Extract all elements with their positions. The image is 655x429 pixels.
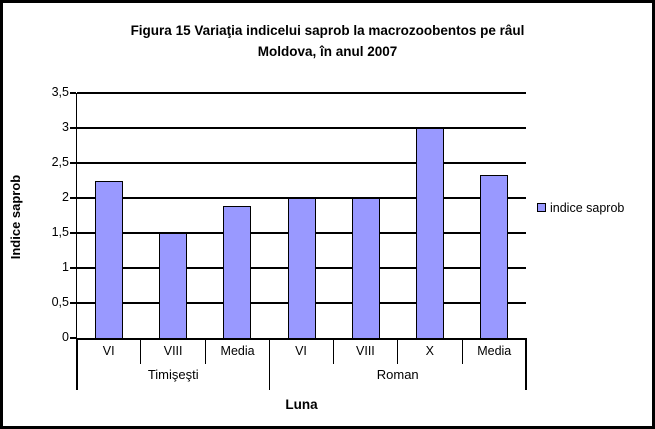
chart-title-line2: Moldova, în anul 2007 — [257, 44, 398, 59]
y-tick-label: 1 — [62, 260, 69, 274]
group-boundary-line — [525, 338, 527, 390]
y-tick-label: 3 — [62, 120, 69, 134]
y-tick-label: 2,5 — [51, 155, 69, 169]
group-label-roman: Roman — [376, 367, 419, 382]
y-tick-mark — [70, 197, 76, 199]
y-tick-label: 0,5 — [51, 295, 69, 309]
y-axis-line — [75, 93, 78, 340]
chart-title-line1: Figura 15 Variaţia indicelui saprob la m… — [130, 23, 525, 38]
gridline — [77, 162, 526, 164]
category-label-vi: VI — [269, 340, 334, 364]
y-tick-mark — [70, 267, 76, 269]
bar-viii-4 — [351, 198, 380, 338]
y-tick-mark — [70, 302, 76, 304]
y-tick-label: 3,5 — [51, 85, 69, 99]
group-axis-row: Timişeşti Roman — [77, 364, 526, 390]
bar-media-2 — [223, 206, 252, 338]
category-label-viii: VIII — [141, 340, 206, 364]
category-label-x: X — [398, 340, 463, 364]
category-label-media: Media — [477, 344, 512, 358]
y-tick-mark — [70, 92, 76, 94]
y-tick-mark — [70, 162, 76, 164]
chart-title: Figura 15 Variaţia indicelui saprob la m… — [3, 20, 652, 62]
x-axis-title: Luna — [285, 397, 318, 412]
gridline — [77, 92, 526, 94]
bar-x-5 — [415, 128, 444, 338]
category-label-viii: VIII — [334, 340, 399, 364]
y-tick-label: 2 — [62, 190, 69, 204]
legend-label: indice saprob — [550, 200, 625, 215]
x-axis-line — [75, 338, 526, 340]
bar-vi-3 — [287, 198, 316, 338]
y-tick-mark — [70, 337, 76, 339]
bar-viii-1 — [159, 233, 188, 338]
y-tick-mark — [70, 232, 76, 234]
group-boundary-line — [76, 338, 78, 390]
y-axis-title: Indice saprob — [8, 174, 23, 260]
bar-vi-0 — [95, 180, 124, 338]
group-label-timişeşti: Timişeşti — [147, 367, 199, 382]
category-axis-row: VI VIII Media VI VIII X Media — [77, 340, 526, 364]
bar-media-6 — [479, 174, 508, 338]
category-label-media: Media — [220, 344, 255, 358]
y-tick-mark — [70, 127, 76, 129]
legend: indice saprob — [537, 199, 624, 216]
y-tick-label: 1,5 — [51, 225, 69, 239]
plot-area — [77, 92, 526, 338]
gridline — [77, 127, 526, 129]
category-label-vi: VI — [77, 340, 142, 364]
legend-marker-icon — [537, 203, 546, 212]
y-tick-label: 0 — [62, 330, 69, 344]
group-boundary-line — [268, 338, 271, 390]
